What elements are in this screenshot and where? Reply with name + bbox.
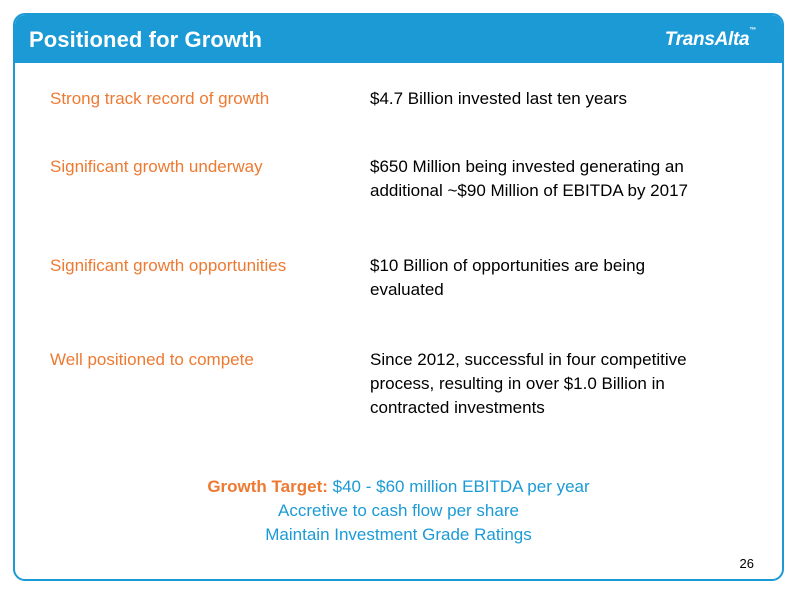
slide-title: Positioned for Growth (29, 27, 263, 52)
page-number: 26 (739, 556, 754, 571)
logo-text: TransAlta (664, 29, 750, 50)
growth-target-label: Growth Target: (207, 477, 328, 496)
row-description: $4.7 Billion invested last ten years (370, 87, 765, 111)
transalta-logo: TransAlta™ (664, 27, 757, 51)
slide-frame: Positioned for Growth TransAlta™ Strong … (13, 13, 784, 581)
row-description-line: $10 Billion of opportunities are being (370, 256, 646, 275)
logo-trademark: ™ (749, 27, 756, 34)
row-description-line: contracted investments (370, 398, 545, 417)
ratings-line: Maintain Investment Grade Ratings (265, 525, 532, 544)
accretive-line: Accretive to cash flow per share (278, 501, 519, 520)
row-description: Since 2012, successful in four competiti… (370, 348, 765, 420)
row-label: Strong track record of growth (50, 89, 270, 108)
row-description-line: evaluated (370, 280, 444, 299)
growth-target-line: Growth Target: $40 - $60 million EBITDA … (15, 475, 782, 499)
title-bar: Positioned for Growth TransAlta™ (15, 15, 782, 63)
row-description-line: Since 2012, successful in four competiti… (370, 350, 687, 369)
row-description-line: $4.7 Billion invested last ten years (370, 89, 628, 108)
row-description: $650 Million being invested generating a… (370, 155, 765, 203)
growth-target-value: $40 - $60 million EBITDA per year (332, 477, 590, 496)
row-label: Significant growth opportunities (50, 256, 287, 275)
row-description-line: $650 Million being invested generating a… (370, 157, 684, 176)
row-description-line: additional ~$90 Million of EBITDA by 201… (370, 181, 689, 200)
row-description-line: process, resulting in over $1.0 Billion … (370, 374, 665, 393)
row-label: Well positioned to compete (50, 350, 254, 369)
row-description: $10 Billion of opportunities are being e… (370, 254, 765, 302)
row-label: Significant growth underway (50, 157, 263, 176)
